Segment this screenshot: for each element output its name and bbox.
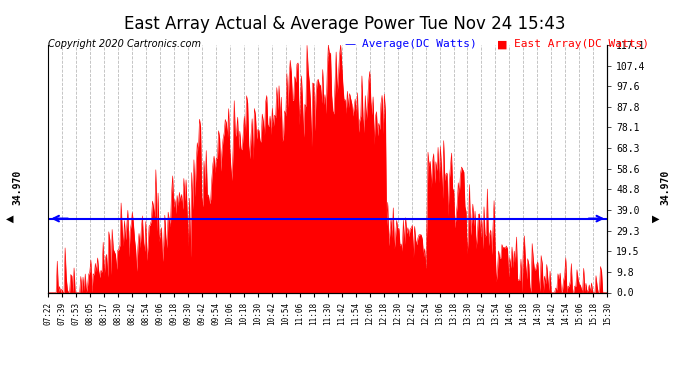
Text: 34.970: 34.970: [661, 170, 671, 205]
Text: ▶: ▶: [652, 214, 660, 223]
Text: Average(DC Watts): Average(DC Watts): [362, 39, 477, 50]
Text: East Array Actual & Average Power Tue Nov 24 15:43: East Array Actual & Average Power Tue No…: [124, 15, 566, 33]
Text: 34.970: 34.970: [12, 170, 22, 205]
Text: East Array(DC Watts): East Array(DC Watts): [514, 39, 649, 50]
Text: Copyright 2020 Cartronics.com: Copyright 2020 Cartronics.com: [48, 39, 201, 50]
Text: —: —: [345, 39, 363, 50]
Text: ◀: ◀: [6, 214, 13, 223]
Text: ■: ■: [497, 39, 514, 50]
